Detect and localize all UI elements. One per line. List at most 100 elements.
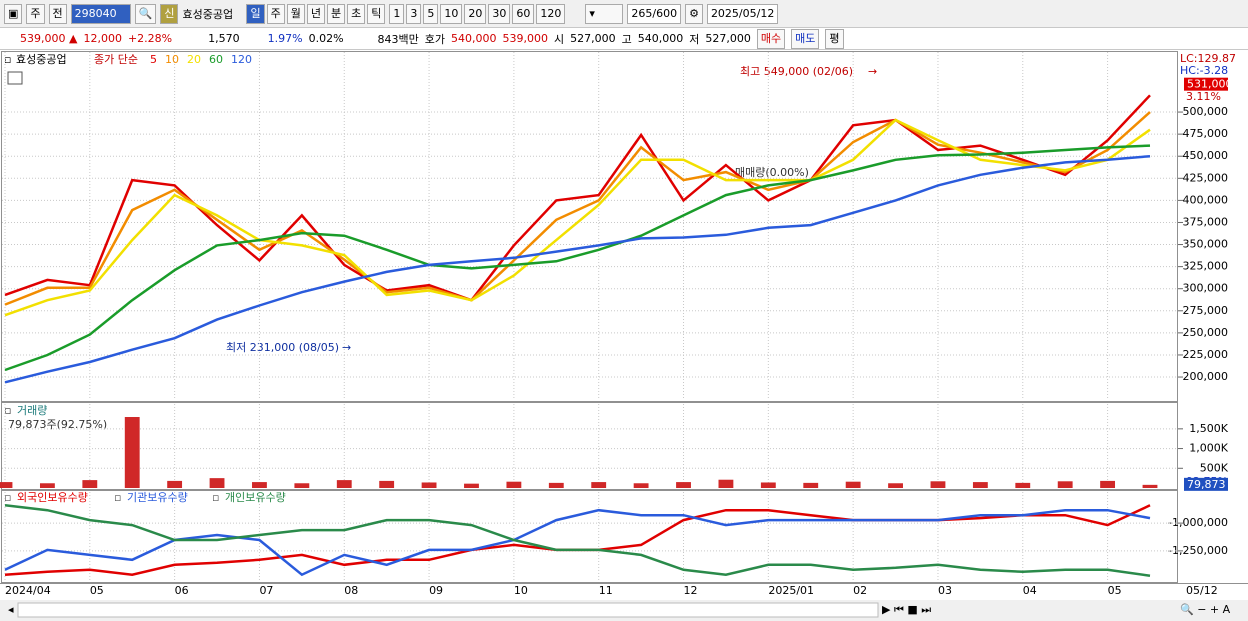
last-price-label: 531,000 bbox=[1187, 78, 1233, 91]
search[interactable]: 🔍 bbox=[134, 3, 157, 24]
last-volume-label: 79,873 bbox=[1187, 478, 1226, 491]
interval-button[interactable]: 10 bbox=[440, 3, 463, 24]
volume-bar bbox=[845, 481, 861, 488]
interval-button[interactable]: 20 bbox=[464, 3, 487, 24]
chart-title: 효성중공업 bbox=[16, 53, 67, 66]
volume-bar bbox=[294, 483, 310, 488]
count[interactable]: 265/600 bbox=[627, 3, 682, 24]
volume-bar bbox=[209, 478, 225, 488]
y-tick-label: 200,000 bbox=[1183, 370, 1229, 383]
open-label: 시 bbox=[554, 32, 565, 46]
zoom-controls[interactable]: 🔍 − + A bbox=[1180, 602, 1231, 616]
x-tick-label: 02 bbox=[853, 584, 867, 597]
market[interactable]: 전 bbox=[48, 3, 67, 24]
legend-box: ▫ bbox=[114, 491, 121, 504]
y-tick-label: 1,000K bbox=[1189, 442, 1228, 455]
x-tick-label: 2025/01 bbox=[768, 584, 814, 597]
volume-bar bbox=[39, 483, 55, 488]
y-tick-label: -1,250,000 bbox=[1168, 544, 1228, 557]
y-tick-label: 450,000 bbox=[1183, 149, 1229, 162]
lc-label: LC:129.87 bbox=[1180, 52, 1236, 65]
y-tick-label: 300,000 bbox=[1183, 282, 1229, 295]
period-button[interactable]: 초 bbox=[347, 3, 366, 24]
interval-button[interactable]: 3 bbox=[406, 3, 422, 24]
frames bbox=[0, 51, 1248, 584]
x-tick-label: 06 bbox=[175, 584, 189, 597]
volume-annotation: 매매량(0.00%) bbox=[735, 166, 809, 179]
legend-box: ▫ bbox=[4, 491, 11, 504]
x-tick-label: 12 bbox=[684, 584, 698, 597]
interval-button[interactable]: 120 bbox=[536, 3, 566, 24]
x-tick-label: 05 bbox=[1108, 584, 1122, 597]
code-input[interactable]: 298040 bbox=[70, 3, 131, 24]
low-annotation: 최저 231,000 (08/05) bbox=[226, 341, 339, 354]
holdings-frame bbox=[1, 490, 1178, 583]
legend-entry: 5 bbox=[150, 53, 157, 66]
volume-bar bbox=[633, 483, 649, 488]
quote-label: 호가 bbox=[424, 32, 446, 46]
interval-button[interactable]: 5 bbox=[423, 3, 439, 24]
scroll-left[interactable]: ◂ bbox=[8, 603, 14, 616]
amount: 843백만 bbox=[377, 32, 419, 46]
period-button[interactable]: 분 bbox=[326, 3, 346, 24]
tools[interactable]: ⚙ bbox=[685, 3, 703, 24]
period-button[interactable]: 주 bbox=[266, 3, 285, 24]
stock-name: 효성중공업 bbox=[182, 7, 234, 21]
table-icon[interactable] bbox=[7, 71, 23, 85]
interval-button[interactable]: 60 bbox=[512, 3, 535, 24]
volume-bar bbox=[591, 482, 607, 488]
volume: 1,570 bbox=[208, 32, 240, 45]
legend-entry: 20 bbox=[187, 53, 201, 66]
interval-buttons: 1 3 5 10 20 30 60 120 bbox=[389, 3, 566, 24]
buy-button[interactable]: 매수 bbox=[756, 28, 786, 49]
high-annotation: 최고 549,000 (02/06) bbox=[740, 65, 853, 78]
volume-legend-box: ▫ bbox=[4, 404, 11, 417]
dropdown[interactable]: ▾ bbox=[585, 3, 624, 24]
volume-bar bbox=[548, 482, 564, 488]
period-button[interactable]: 월 bbox=[286, 3, 305, 24]
open: 527,000 bbox=[570, 32, 616, 45]
y-tick-label: -1,000,000 bbox=[1168, 516, 1228, 529]
series-line bbox=[4, 508, 1151, 577]
period-unit[interactable]: 주 bbox=[26, 3, 45, 24]
playback-controls[interactable]: ▶ ⏮ ■ ⏭ bbox=[882, 603, 931, 616]
x-tick-label: 03 bbox=[938, 584, 952, 597]
legend-entry: 외국인보유수량 bbox=[17, 491, 88, 504]
period-button[interactable]: 년 bbox=[306, 3, 325, 24]
chart-bg bbox=[0, 51, 1248, 621]
series-line bbox=[4, 118, 1151, 317]
y-tick-label: 225,000 bbox=[1183, 348, 1229, 361]
legend-entry: 10 bbox=[165, 53, 179, 66]
low-label: 저 bbox=[689, 32, 700, 46]
volume-bar bbox=[421, 482, 437, 488]
scroll-track[interactable] bbox=[17, 602, 879, 618]
y-tick-label: 350,000 bbox=[1183, 238, 1229, 251]
period-button[interactable]: 일 bbox=[246, 3, 265, 24]
low-arrow: → bbox=[342, 341, 351, 354]
x-tick-label: 07 bbox=[259, 584, 273, 597]
y-tick-label: 500K bbox=[1200, 461, 1229, 474]
x-end-label: 05/12 bbox=[1186, 584, 1218, 597]
last-volume-box bbox=[1184, 477, 1228, 491]
change: 12,000 bbox=[83, 32, 122, 45]
count-value: 265 bbox=[631, 6, 653, 20]
period-button[interactable]: 틱 bbox=[367, 3, 386, 24]
date[interactable]: 2025/05/12 bbox=[706, 3, 779, 24]
x-tick-label: 09 bbox=[429, 584, 443, 597]
x-tick-label: 10 bbox=[514, 584, 528, 597]
volume-bar bbox=[0, 482, 13, 488]
badge: 신 bbox=[160, 3, 179, 24]
last-price-box bbox=[1184, 77, 1228, 91]
bid: 539,000 bbox=[502, 32, 549, 45]
avg-button[interactable]: 평 bbox=[825, 28, 844, 49]
y-tick-label: 425,000 bbox=[1183, 171, 1229, 184]
sell-button[interactable]: 매도 bbox=[791, 28, 820, 49]
volume-bar bbox=[1015, 482, 1031, 488]
menu-icon[interactable]: ▣ bbox=[4, 3, 23, 24]
series-line bbox=[4, 504, 1151, 577]
interval-button[interactable]: 1 bbox=[389, 3, 405, 24]
volume-bar bbox=[930, 481, 946, 488]
interval-button[interactable]: 30 bbox=[488, 3, 511, 24]
